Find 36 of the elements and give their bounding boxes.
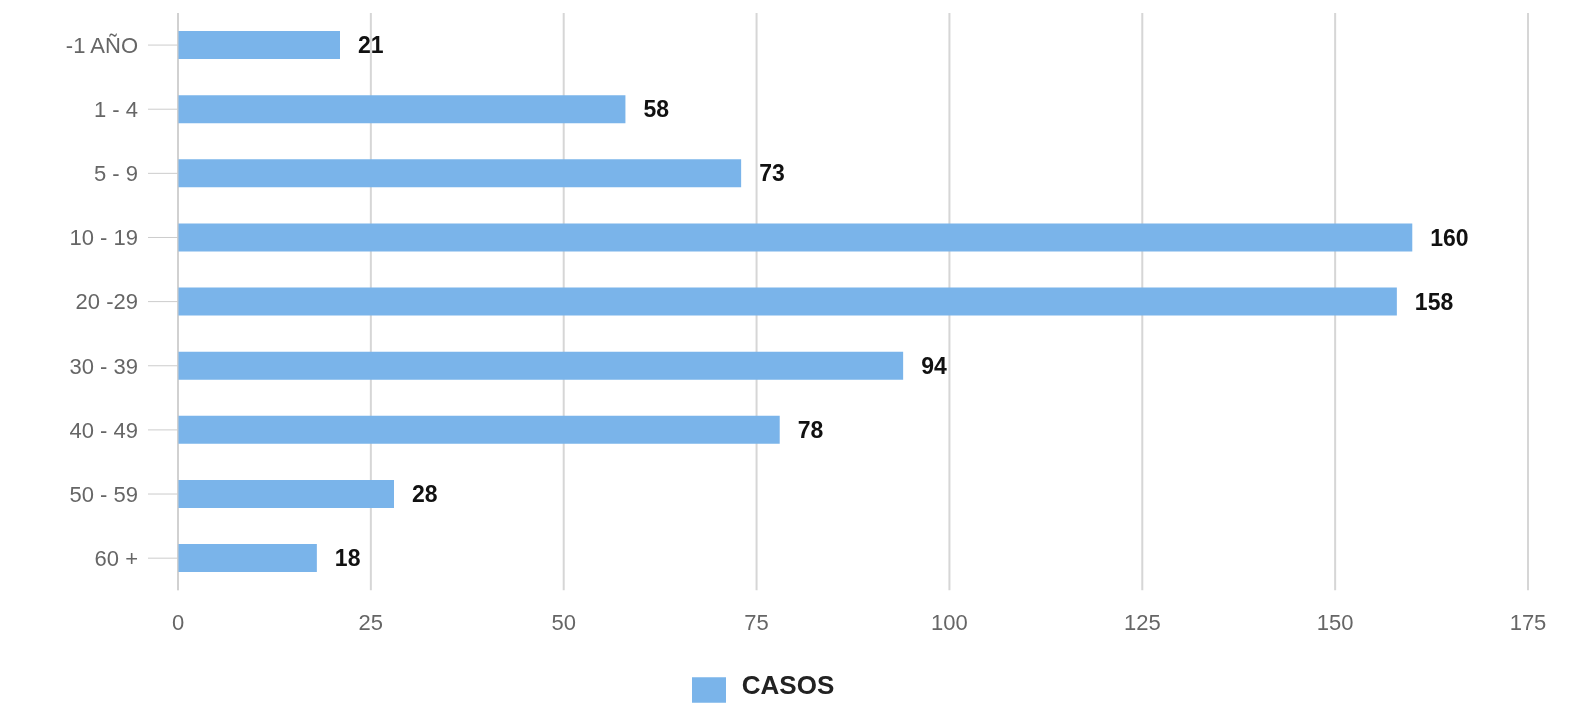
x-tick-label: 150 — [1316, 609, 1354, 635]
bar — [178, 415, 780, 444]
bar — [178, 95, 626, 124]
bar — [178, 287, 1397, 316]
x-tick-label: 175 — [1509, 609, 1547, 635]
y-tick-label: 10 - 19 — [69, 225, 138, 251]
bar — [178, 544, 317, 573]
data-label: 58 — [643, 96, 670, 123]
data-label: 73 — [759, 160, 785, 187]
x-tick-label: 100 — [931, 609, 968, 635]
bar — [178, 31, 340, 59]
y-tick-label: 50 - 59 — [69, 481, 138, 507]
y-tick-label: 30 - 39 — [69, 353, 138, 379]
data-label: 18 — [334, 545, 361, 572]
data-label: 21 — [358, 32, 384, 59]
x-tick-label: 125 — [1123, 609, 1161, 635]
legend-label: CASOS — [741, 670, 835, 701]
bar — [178, 479, 394, 508]
data-label: 160 — [1430, 224, 1469, 251]
y-tick-label: 5 - 9 — [93, 161, 138, 187]
x-tick-label: 50 — [551, 609, 576, 635]
y-tick-label: 20 -29 — [75, 289, 138, 315]
y-tick-label: -1 AÑO — [65, 32, 138, 58]
data-label: 78 — [797, 416, 824, 443]
data-label: 28 — [412, 481, 438, 508]
bar — [178, 351, 904, 380]
data-label: 94 — [921, 352, 947, 379]
y-tick-label: 40 - 49 — [69, 417, 138, 443]
bar — [178, 159, 742, 188]
x-tick-label: 25 — [358, 609, 384, 635]
y-tick-label: 1 - 4 — [93, 97, 138, 123]
y-tick-label: 60 + — [94, 545, 138, 571]
x-tick-label: 75 — [744, 609, 769, 635]
x-tick-label: 0 — [171, 609, 185, 635]
bar — [178, 223, 1413, 252]
data-label: 158 — [1414, 288, 1454, 315]
